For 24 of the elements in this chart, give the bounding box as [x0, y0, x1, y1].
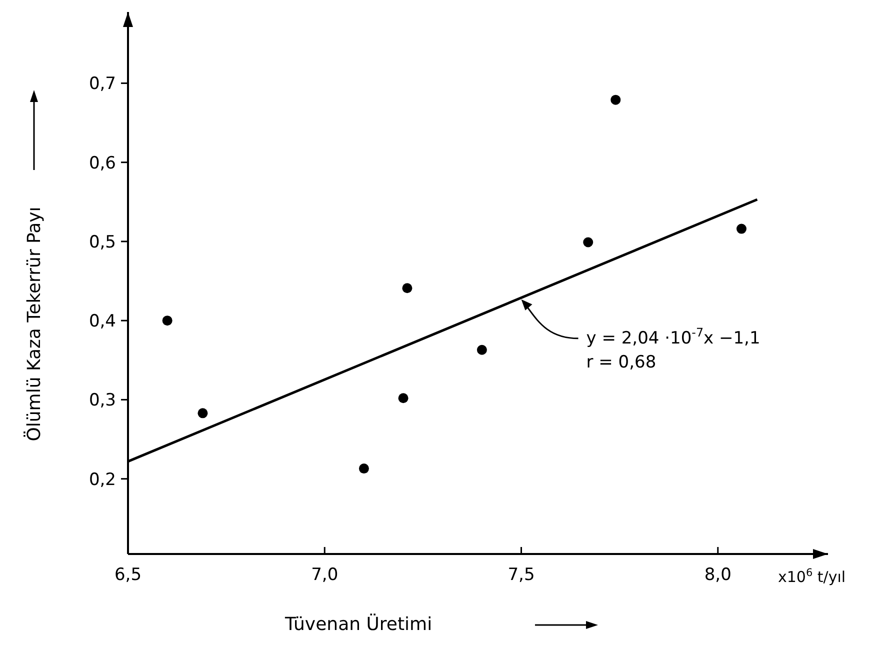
point [610, 94, 621, 105]
annotation: y = 2,04 ·10$^{-7}$x −1,1 [586, 325, 760, 348]
y-tick-label: 0,7 [88, 74, 116, 94]
y-tick-label: 0,3 [88, 390, 116, 411]
point [402, 283, 412, 294]
y-tick-label: 0,4 [88, 312, 116, 332]
point [583, 237, 594, 248]
x-axis-title: Tüvenan Üretimi [284, 613, 432, 635]
x-tick-label: 7,0 [311, 565, 338, 585]
text: x10$^{6}$ t/yıl [778, 567, 846, 586]
y-tick-label: 0,5 [88, 232, 116, 252]
point [398, 393, 408, 404]
point [198, 408, 208, 418]
annotation: r = 0,68 [586, 352, 656, 372]
x-tick-label: 8,0 [704, 565, 732, 585]
point [736, 224, 746, 234]
y-tick-label: 0,6 [88, 153, 116, 174]
x-tick-label: 6,5 [114, 565, 142, 585]
point [162, 316, 172, 326]
y-tick-label: 0,2 [88, 470, 116, 490]
point [476, 344, 487, 355]
point [358, 464, 369, 474]
x-tick-label: 7,5 [508, 565, 535, 585]
y-axis-title: Ölümlü Kaza Tekerrür Payı [23, 206, 45, 442]
